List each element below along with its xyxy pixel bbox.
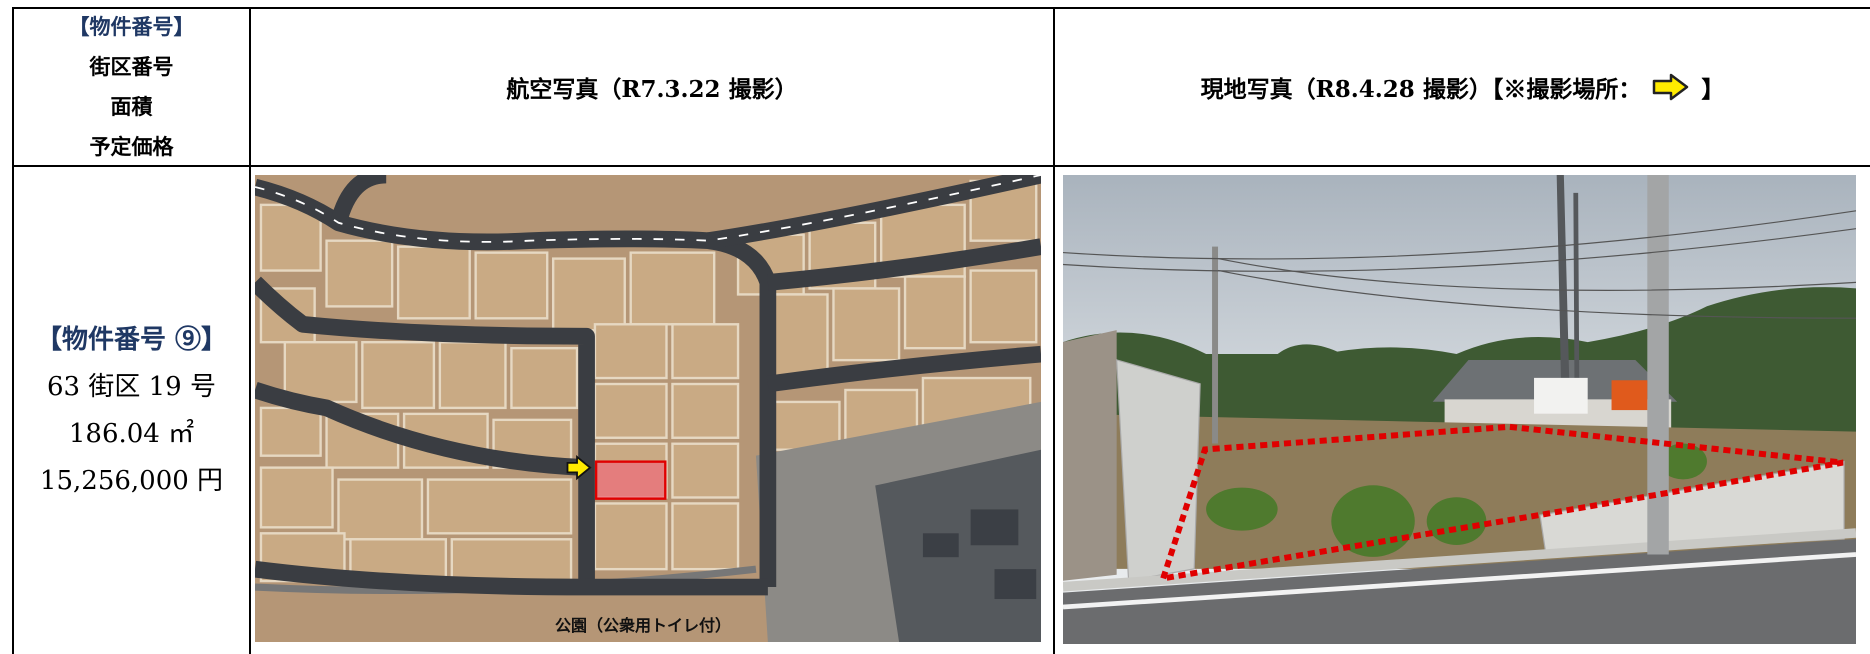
header-label: 】 [1701,76,1725,103]
header-label: 街区番号 [89,54,174,79]
header-label: 面積 [110,94,153,119]
property-number: 【物件番号 ⑨】 [35,324,228,355]
price: 15,256,000 円 [39,465,224,496]
header-cell: 【物件番号】 街区番号 面積 予定価格 [12,7,249,165]
header-label: 現地写真（R8.4.28 撮影）【※撮影場所： [1200,76,1642,103]
aerial-photo [255,175,1041,642]
site-cell [1053,165,1870,654]
header-cell: 航空写真（R7.3.22 撮影） [249,7,1053,165]
header-cell: 現地写真（R8.4.28 撮影）【※撮影場所： 】 [1053,7,1870,165]
block-number: 63 街区 19 号 [47,371,216,402]
header-label: 航空写真（R7.3.22 撮影） [506,76,798,103]
area: 186.04 ㎡ [68,418,195,449]
header-label: 予定価格 [89,134,174,159]
aerial-caption: 公園（公衆用トイレ付） [555,616,732,635]
header-label: 【物件番号】 [68,14,195,39]
aerial-cell [249,165,1053,654]
site-photo [1063,175,1856,644]
property-cell: 【物件番号 ⑨】 63 街区 19 号 186.04 ㎡ 15,256,000 … [12,165,249,654]
arrow-icon [1653,73,1689,101]
